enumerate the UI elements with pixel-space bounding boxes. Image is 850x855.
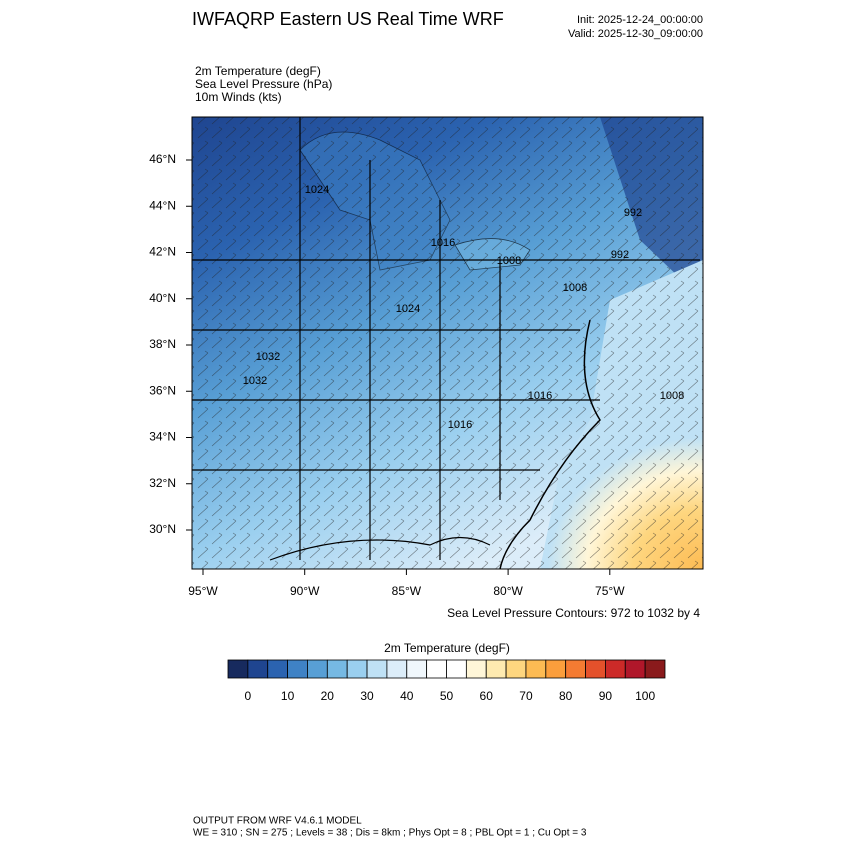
- colorbar-box: [247, 659, 269, 679]
- colorbar-box: [446, 659, 467, 679]
- colorbar-box: [287, 659, 308, 679]
- colorbar-title: 2m Temperature (degF): [384, 641, 510, 655]
- colorbar-label: 10: [281, 689, 295, 703]
- colorbar-box: [406, 659, 428, 679]
- field-label: 2m Temperature (degF): [195, 64, 321, 78]
- lat-label: 32°N: [149, 476, 176, 490]
- colorbar-label: 60: [480, 689, 494, 703]
- lon-label: 85°W: [392, 584, 422, 598]
- colorbar-label: 0: [245, 689, 252, 703]
- lat-label: 36°N: [149, 383, 176, 397]
- contour-label: 1024: [305, 184, 329, 196]
- colorbar-box: [585, 659, 606, 679]
- valid-time: Valid: 2025-12-30_09:00:00: [568, 28, 703, 40]
- field-label: 10m Winds (kts): [195, 90, 282, 104]
- colorbar-box: [465, 659, 487, 679]
- title: IWFAQRP Eastern US Real Time WRF: [192, 9, 504, 29]
- colorbar-box: [505, 659, 527, 679]
- colorbar-box: [485, 659, 507, 679]
- colorbar-box: [624, 659, 646, 679]
- colorbar-label: 80: [559, 689, 573, 703]
- colorbar-box: [525, 659, 547, 679]
- colorbar-label: 50: [440, 689, 454, 703]
- colorbar-label: 70: [519, 689, 533, 703]
- colorbar-box: [346, 659, 368, 679]
- colorbar-box: [366, 659, 388, 679]
- colorbar-box: [267, 659, 288, 679]
- footer-line: OUTPUT FROM WRF V4.6.1 MODEL: [193, 816, 362, 827]
- colorbar-box: [326, 659, 348, 679]
- lat-label: 30°N: [149, 522, 176, 536]
- colorbar-box: [565, 659, 586, 679]
- colorbar-label: 40: [400, 689, 414, 703]
- contour-label: 1016: [431, 237, 455, 249]
- map-frame: [191, 116, 704, 570]
- contour-label: 1024: [396, 303, 420, 315]
- colorbar-label: 90: [599, 689, 613, 703]
- contour-label: 1016: [448, 419, 472, 431]
- colorbar-box: [307, 659, 328, 679]
- colorbar-box: [545, 659, 567, 679]
- footer-line: WE = 310 ; SN = 275 ; Levels = 38 ; Dis …: [193, 828, 587, 839]
- map: 1024 1016 1008 1008 992 992 1024 1032 1032 1016 10…: [192, 117, 703, 569]
- lat-label: 34°N: [149, 430, 176, 444]
- colorbar-label: 30: [360, 689, 374, 703]
- contour-label: 1032: [243, 375, 267, 387]
- lat-label: 38°N: [149, 337, 176, 351]
- contour-note: Sea Level Pressure Contours: 972 to 1032…: [447, 606, 700, 620]
- lat-label: 46°N: [149, 152, 176, 166]
- lat-label: 42°N: [149, 245, 176, 259]
- lon-label: 90°W: [290, 584, 320, 598]
- colorbar-label: 20: [321, 689, 335, 703]
- lon-label: 75°W: [595, 584, 625, 598]
- lon-label: 95°W: [188, 584, 218, 598]
- colorbar-box: [386, 659, 408, 679]
- colorbar-box: [644, 659, 666, 679]
- contour-label: 1032: [256, 351, 280, 363]
- init-time: Init: 2025-12-24_00:00:00: [577, 14, 703, 26]
- contour-label: 1008: [660, 390, 684, 402]
- colorbar-label: 100: [635, 689, 655, 703]
- contour-label: 992: [611, 249, 629, 261]
- colorbar-box: [605, 659, 626, 679]
- contour-label: 1016: [528, 390, 552, 402]
- lat-label: 44°N: [149, 198, 176, 212]
- lat-label: 40°N: [149, 291, 176, 305]
- contour-label: 992: [624, 207, 642, 219]
- colorbar-box: [227, 659, 249, 679]
- lon-label: 80°W: [493, 584, 523, 598]
- contour-label: 1008: [497, 255, 521, 267]
- colorbar-box: [426, 659, 447, 679]
- field-label: Sea Level Pressure (hPa): [195, 77, 332, 91]
- contour-label: 1008: [563, 282, 587, 294]
